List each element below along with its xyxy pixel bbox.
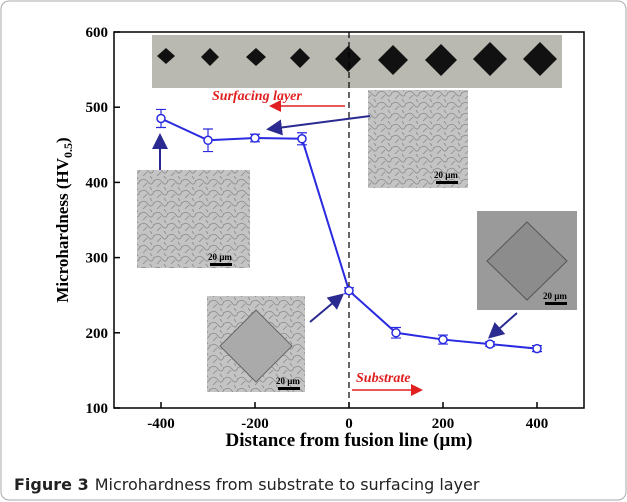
y-tick-label: 200 [86, 326, 109, 342]
y-tick-label: 100 [86, 401, 109, 417]
caption: Figure 3 Microhardness from substrate to … [14, 475, 480, 494]
point [251, 134, 259, 142]
y-label-text: Microhardness (HV [53, 157, 72, 302]
y-tick-label: 400 [86, 175, 109, 191]
caption-text: Microhardness from substrate to surfacin… [95, 475, 480, 494]
x-tick-label: 0 [345, 416, 353, 432]
point [298, 135, 306, 143]
scale-bar-label: 20 µm [276, 376, 300, 386]
scale-bar-label: 20 µm [543, 291, 567, 301]
point [157, 114, 165, 122]
caption-label: Figure 3 [14, 475, 89, 494]
point [392, 329, 400, 337]
annotation: Surfacing layer [212, 89, 302, 104]
y-tick-label: 300 [86, 251, 109, 267]
y-tick-label: 500 [86, 100, 109, 116]
point [439, 336, 447, 344]
y-tick-label: 600 [86, 25, 109, 41]
y-label-text: ) [53, 137, 72, 143]
figure: Surfacing layer Substrate 20 µm 20 µm 20… [0, 0, 627, 502]
x-tick-label: -400 [147, 416, 175, 432]
point [345, 287, 353, 295]
point [486, 340, 494, 348]
point [204, 136, 212, 144]
y-axis-label: Microhardness (HV0.5) [53, 137, 75, 302]
scale-bar-label: 20 µm [434, 170, 458, 180]
x-tick-label: -200 [241, 416, 269, 432]
x-axis-label: Distance from fusion line (µm) [225, 430, 472, 451]
point [533, 345, 541, 353]
y-label-sub: 0.5 [61, 143, 75, 158]
indent-strip [152, 35, 562, 88]
x-tick-label: 400 [526, 416, 549, 432]
annotation: Substrate [356, 371, 410, 386]
x-tick-label: 200 [432, 416, 455, 432]
scale-bar-label: 20 µm [208, 252, 232, 262]
